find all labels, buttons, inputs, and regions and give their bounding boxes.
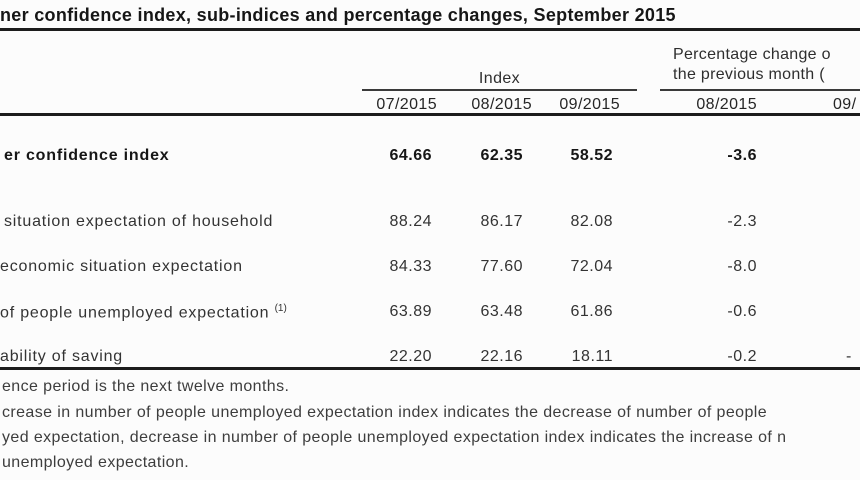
page-title: ner confidence index, sub-indices and pe…: [0, 5, 676, 25]
row-label: of people unemployed expectation (1): [0, 303, 287, 322]
cell-index-09: 72.04: [570, 258, 613, 275]
pct-group-header-line1: Percentage change o: [673, 46, 831, 63]
cell-index-08: 77.60: [480, 258, 523, 275]
cell-index-07: 64.66: [389, 147, 432, 164]
row-label: er confidence index: [4, 147, 170, 164]
footnote-line-4: unemployed expectation.: [2, 454, 190, 471]
cell-pct-08: -2.3: [727, 213, 757, 230]
cell-index-09: 82.08: [570, 213, 613, 230]
cell-index-09: 61.86: [570, 303, 613, 320]
footnote-line-1: ence period is the next twelve months.: [2, 378, 290, 395]
pct-group-underline: [660, 89, 860, 91]
cell-pct-08: -0.2: [727, 348, 757, 365]
column-header-pct-08-2015: 08/2015: [696, 96, 757, 113]
cell-pct-09: -: [846, 348, 852, 365]
cell-index-08: 63.48: [480, 303, 523, 320]
cell-pct-08: -3.6: [727, 147, 757, 164]
cell-pct-08: -8.0: [727, 258, 757, 275]
pct-group-header-line2: the previous month (: [673, 66, 825, 83]
pct-group-header: Percentage change o the previous month (: [673, 45, 831, 85]
footnote-line-3: yed expectation, decrease in number of p…: [2, 429, 787, 446]
cell-index-09: 58.52: [570, 147, 613, 164]
index-group-header: Index: [478, 70, 521, 87]
cell-index-07: 22.20: [389, 348, 432, 365]
column-header-index-09-2015: 09/2015: [559, 96, 620, 113]
cell-index-08: 62.35: [480, 147, 523, 164]
row-label-text: of people unemployed expectation: [0, 304, 270, 322]
cell-index-08: 86.17: [480, 213, 523, 230]
cell-index-07: 63.89: [389, 303, 432, 320]
footnote-line-2: crease in number of people unemployed ex…: [2, 404, 768, 421]
row-label: situation expectation of household: [4, 213, 274, 230]
row-label: ability of saving: [0, 348, 123, 365]
cell-pct-08: -0.6: [727, 303, 757, 320]
index-group-underline: [362, 89, 637, 91]
cell-index-08: 22.16: [480, 348, 523, 365]
cell-index-07: 84.33: [389, 258, 432, 275]
cell-index-07: 88.24: [389, 213, 432, 230]
column-header-index-08-2015: 08/2015: [471, 96, 532, 113]
header-rule: [0, 113, 860, 116]
table-bottom-rule: [0, 367, 860, 370]
cell-index-09: 18.11: [571, 348, 613, 365]
column-header-pct-09-2015: 09/: [833, 96, 857, 113]
title-rule: [0, 28, 860, 31]
row-label: economic situation expectation: [0, 258, 243, 275]
footnote-marker: (1): [274, 303, 287, 314]
column-header-index-07-2015: 07/2015: [376, 96, 437, 113]
